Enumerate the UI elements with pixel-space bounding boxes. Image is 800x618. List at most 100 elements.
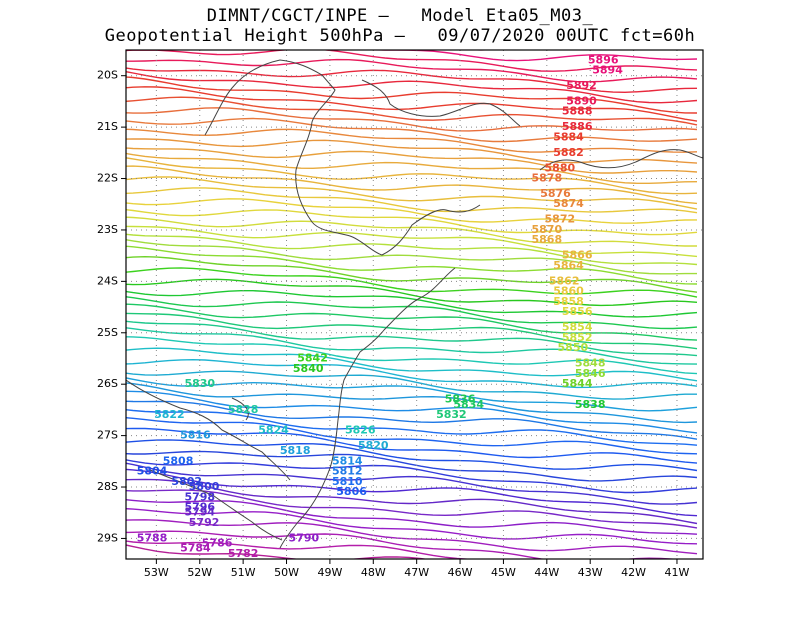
contour-line-5864 xyxy=(126,165,698,205)
contour-line-5788 xyxy=(126,507,698,545)
contour-label: 5820 xyxy=(358,439,389,452)
contour-line-5880 xyxy=(126,96,698,126)
contour-line-5784 xyxy=(126,530,679,559)
contour-line-5780 xyxy=(126,544,429,559)
contour-line-5826 xyxy=(126,336,698,375)
contour-label: 5870 xyxy=(532,223,563,236)
contour-line-5866 xyxy=(126,157,698,195)
contour-line-5840 xyxy=(126,278,698,307)
contour-line-5852 xyxy=(126,225,698,258)
contour-label: 5814 xyxy=(332,454,363,467)
contour-line-5844 xyxy=(126,255,698,293)
contour-label: 5864 xyxy=(553,259,584,272)
x-tick-label: 53W xyxy=(144,566,169,579)
contour-line-5848 xyxy=(126,239,697,275)
contour-label: 5802 xyxy=(171,475,202,488)
contour-line-5814 xyxy=(126,390,698,434)
contour-label: 5824 xyxy=(258,423,289,436)
x-tick-label: 51W xyxy=(231,566,256,579)
contour-line-5876 xyxy=(126,117,698,143)
coastline xyxy=(126,59,703,549)
contour-label: 5790 xyxy=(289,531,320,544)
contour-label: 5888 xyxy=(562,105,593,118)
chart-title-line1: DIMNT/CGCT/INPE – Model Eta05_M03_ xyxy=(206,6,594,26)
contour-label: 5868 xyxy=(532,233,563,246)
contour-label: 5800 xyxy=(189,480,220,493)
contour-line-5874 xyxy=(126,128,698,153)
contour-label: 5896 xyxy=(588,53,619,66)
contour-label: 5846 xyxy=(575,367,606,380)
contour-line-5802 xyxy=(126,450,698,482)
contour-line-5796 xyxy=(126,468,698,517)
contour-label: 5798 xyxy=(184,490,215,503)
y-tick-label: 27S xyxy=(97,429,118,442)
contour-label: 5854 xyxy=(562,321,593,334)
contour-line-5824 xyxy=(126,347,698,382)
contour-line-5854 xyxy=(126,216,697,247)
contour-label: 5884 xyxy=(553,130,584,143)
contour-label: 5856 xyxy=(562,305,593,318)
x-tick-label: 47W xyxy=(404,566,429,579)
contour-label: 5852 xyxy=(562,331,593,344)
contour-line-5860 xyxy=(126,187,698,214)
contour-line-5800 xyxy=(126,459,698,494)
contour-line-5834 xyxy=(126,303,698,341)
y-tick-label: 29S xyxy=(97,531,118,544)
contour-label: 5866 xyxy=(562,249,593,262)
contour-line-5792 xyxy=(126,489,698,529)
plot-frame xyxy=(125,49,704,560)
y-tick-label: 25S xyxy=(97,326,118,339)
contour-line-5892 xyxy=(126,50,698,72)
contour-label: 5812 xyxy=(332,465,363,478)
y-tick-label: 23S xyxy=(97,223,118,236)
contour-label: 5882 xyxy=(553,146,584,159)
contour-label: 5782 xyxy=(228,547,259,560)
x-tick-label: 44W xyxy=(534,566,559,579)
contour-label: 5894 xyxy=(592,64,623,77)
contour-line-5790 xyxy=(126,498,698,535)
contour-line-5832 xyxy=(126,312,698,350)
x-tick-label: 46W xyxy=(448,566,473,579)
contour-label: 5792 xyxy=(189,516,220,529)
contour-line-5858 xyxy=(126,198,698,224)
x-tick-label: 50W xyxy=(274,566,299,579)
contour-line-5878 xyxy=(126,107,698,132)
contour-line-5856 xyxy=(126,208,698,236)
contour-label: 5818 xyxy=(280,444,311,457)
contour-lines xyxy=(126,50,698,559)
contour-label: 5830 xyxy=(184,377,215,390)
contour-label: 5836 xyxy=(445,393,476,406)
contour-label: 5872 xyxy=(545,213,576,226)
contour-label: 5850 xyxy=(558,341,589,354)
contour-label: 5828 xyxy=(228,403,259,416)
contour-label: 5860 xyxy=(553,285,584,298)
contour-label: 5878 xyxy=(532,172,563,185)
graticule xyxy=(126,50,703,559)
contour-line-5810 xyxy=(126,409,698,446)
contour-line-5882 xyxy=(126,86,698,122)
contour-label: 5874 xyxy=(553,197,584,210)
y-tick-label: 24S xyxy=(97,274,118,287)
contour-label: 5848 xyxy=(575,357,606,370)
contour-line-5818 xyxy=(126,377,698,412)
contour-label: 5876 xyxy=(540,187,571,200)
contour-label: 5858 xyxy=(553,295,584,308)
chart-title-line2: Geopotential Height 500hPa – 09/07/2020 … xyxy=(104,26,696,46)
contour-label: 5862 xyxy=(549,274,580,287)
contour-label: 5890 xyxy=(566,94,597,107)
contour-line-5846 xyxy=(126,245,698,285)
contour-label: 5886 xyxy=(562,120,593,133)
contour-label: 5838 xyxy=(575,398,606,411)
contour-line-5842 xyxy=(126,267,698,298)
contour-line-5782 xyxy=(126,540,479,559)
contour-label: 5816 xyxy=(180,429,211,442)
y-axis-ticks: 20S 21S 22S 23S 24S 25S 26S 27S 28S 29S xyxy=(97,69,126,544)
contour-line-5812 xyxy=(126,400,698,440)
contour-line-5820 xyxy=(126,370,697,400)
x-tick-label: 43W xyxy=(578,566,603,579)
contour-label: 5880 xyxy=(545,161,576,174)
contour-label: 5892 xyxy=(566,79,597,92)
contour-label: 5784 xyxy=(180,542,211,555)
y-tick-label: 28S xyxy=(97,480,118,493)
